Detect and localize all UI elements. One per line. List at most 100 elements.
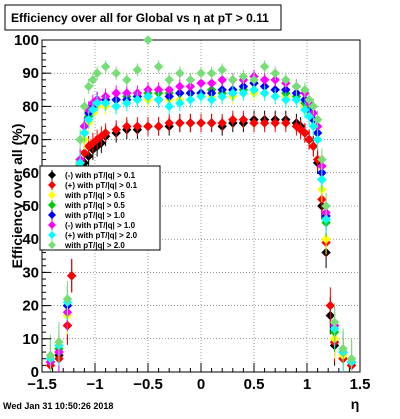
- data-point: [259, 118, 270, 128]
- data-point: [304, 134, 314, 145]
- data-point: [100, 61, 111, 72]
- data-point: [111, 88, 121, 98]
- data-point: [122, 75, 132, 85]
- data-point: [300, 105, 310, 115]
- data-point: [111, 68, 121, 78]
- data-point: [164, 75, 174, 85]
- data-point: [308, 101, 319, 112]
- data-point: [206, 118, 217, 128]
- legend-label: with pT/|q| > 2.0: [64, 241, 125, 250]
- legend-label: with pT/|q| > 1.0: [64, 211, 125, 220]
- data-point: [153, 95, 164, 105]
- data-point: [83, 114, 94, 125]
- data-point: [185, 75, 196, 85]
- data-point: [83, 81, 94, 92]
- data-point: [100, 128, 111, 138]
- data-point: [270, 91, 280, 102]
- data-point: [79, 128, 90, 138]
- data-point: [217, 118, 227, 128]
- data-point: [100, 98, 111, 108]
- data-point: [304, 95, 314, 105]
- title-box: [4, 4, 282, 31]
- data-point: [66, 271, 77, 281]
- y-tick-label: 40: [22, 231, 39, 248]
- data-point: [317, 154, 327, 165]
- data-point: [338, 344, 348, 354]
- data-point: [62, 294, 73, 304]
- legend-label: (+) with pT/|q| > 0.1: [65, 181, 138, 190]
- data-point: [238, 71, 249, 82]
- legend-label: with pT/|q| > 0.5: [64, 201, 125, 210]
- data-point: [217, 91, 227, 102]
- data-point: [259, 88, 270, 98]
- data-point: [249, 118, 259, 128]
- data-point: [291, 95, 302, 105]
- data-point: [175, 81, 185, 92]
- data-point: [270, 68, 280, 78]
- y-tick-label: 10: [22, 331, 39, 348]
- legend: (-) with pT/|q| > 0.1(+) with pT/|q| > 0…: [39, 165, 161, 251]
- data-point: [111, 124, 121, 135]
- data-point: [238, 88, 249, 98]
- data-point: [175, 98, 185, 108]
- data-point: [281, 75, 291, 85]
- y-tick-label: 20: [22, 298, 39, 315]
- x-tick-label: 0: [197, 376, 205, 393]
- data-point: [45, 350, 56, 361]
- data-point: [153, 121, 164, 132]
- data-point: [143, 121, 153, 132]
- x-tick-label: 0.5: [244, 376, 265, 393]
- data-point: [259, 75, 270, 85]
- data-point: [259, 61, 270, 72]
- y-tick-label: 50: [22, 198, 39, 215]
- data-point: [325, 300, 336, 311]
- data-point: [196, 118, 206, 128]
- data-point: [164, 101, 174, 112]
- data-point: [228, 88, 238, 98]
- data-point: [164, 85, 174, 95]
- x-tick-label: −0.5: [133, 376, 163, 393]
- data-point: [143, 91, 153, 102]
- y-tick-label: 0: [31, 364, 39, 381]
- data-point: [249, 85, 259, 95]
- data-point: [132, 65, 143, 75]
- data-point: [281, 95, 291, 105]
- timestamp: Wed Jan 31 10:50:26 2018: [3, 401, 113, 411]
- data-point: [300, 85, 310, 95]
- data-point: [54, 337, 64, 347]
- data-point: [304, 111, 314, 122]
- data-point: [122, 121, 132, 132]
- data-point: [217, 65, 227, 75]
- data-point: [321, 201, 331, 211]
- y-tick-label: 70: [22, 132, 39, 149]
- data-point: [79, 148, 90, 158]
- data-point: [312, 134, 323, 145]
- data-point: [88, 75, 98, 85]
- data-point: [281, 118, 291, 128]
- data-point: [217, 75, 227, 85]
- y-tick-label: 60: [22, 165, 39, 182]
- data-point: [206, 95, 217, 105]
- data-point: [308, 121, 319, 132]
- data-point: [122, 98, 132, 108]
- data-point: [132, 121, 143, 132]
- data-point: [164, 118, 174, 128]
- legend-label: (-) with pT/|q| > 0.1: [65, 171, 136, 180]
- data-point: [79, 101, 90, 112]
- data-point: [132, 95, 143, 105]
- data-point: [196, 68, 206, 78]
- x-tick-label: −1: [86, 376, 103, 393]
- data-point: [143, 35, 153, 45]
- data-point: [329, 317, 340, 327]
- data-point: [308, 141, 319, 151]
- x-tick-label: −1.5: [27, 376, 57, 393]
- data-point: [228, 75, 238, 85]
- data-point: [249, 75, 259, 85]
- legend-label: (-) with pT/|q| > 1.0: [65, 221, 136, 230]
- data-point: [317, 174, 327, 185]
- data-point: [196, 78, 206, 88]
- data-point: [175, 118, 185, 128]
- data-point: [321, 234, 331, 244]
- data-point: [300, 128, 310, 138]
